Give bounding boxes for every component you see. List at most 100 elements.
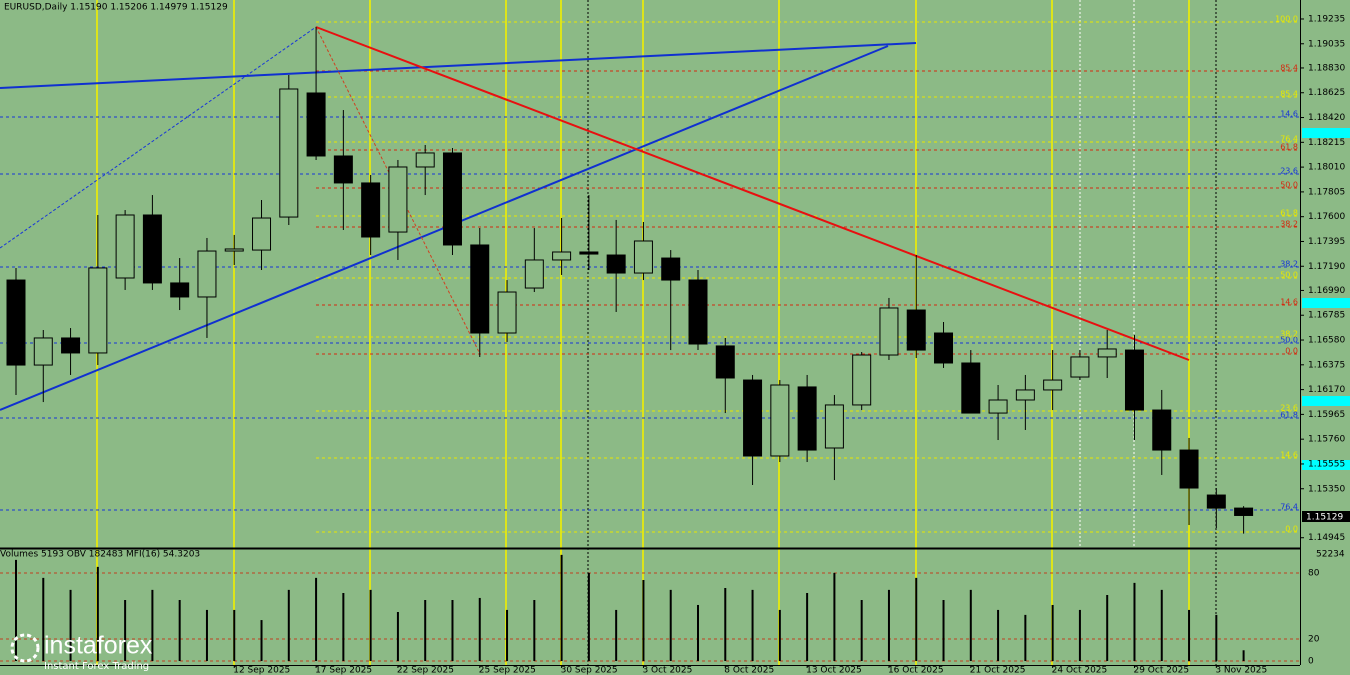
y-tick-label: 1.16580 [1308, 336, 1345, 346]
candle-body [442, 152, 462, 246]
candle-body [279, 88, 299, 218]
candle-body [1152, 409, 1172, 451]
candle-body [142, 214, 162, 284]
current-price: 1.15129 [1306, 513, 1343, 523]
candle-body [1124, 349, 1144, 411]
candle-body [6, 279, 26, 366]
x-tick-label: 8 Oct 2025 [724, 666, 774, 675]
candle-body [715, 345, 735, 379]
candles [6, 26, 1254, 534]
candle-body [606, 254, 626, 274]
y-tick-label: 1.18010 [1308, 163, 1345, 173]
candle-body [224, 248, 244, 252]
level-label: 38.2 [1280, 259, 1298, 268]
x-tick-label: 22 Sep 2025 [397, 666, 454, 675]
y-tick-label: 1.16375 [1308, 360, 1345, 370]
x-tick-label: 29 Oct 2025 [1133, 666, 1189, 675]
candle-body [1206, 494, 1226, 509]
current-price-box [1302, 511, 1350, 522]
level-label: 23.6 [1280, 404, 1298, 413]
y-tick-label: 1.18625 [1308, 88, 1345, 98]
candle-body [688, 279, 708, 345]
y-tick-label: 1.15965 [1308, 410, 1345, 420]
candle-body [306, 92, 326, 157]
price-markers [1302, 128, 1350, 470]
candle-body [1234, 507, 1254, 516]
candle-body [661, 257, 681, 281]
y-tick-label: 1.18830 [1308, 63, 1345, 73]
y-tick-label: 1.19235 [1308, 14, 1345, 24]
candle-body [61, 337, 81, 354]
x-tick-label: 24 Oct 2025 [1052, 666, 1108, 675]
volume-tick-label: 52234 [1316, 550, 1345, 560]
candle-body [633, 240, 653, 274]
x-tick-label: 13 Oct 2025 [806, 666, 862, 675]
level-label: 50.0 [1280, 336, 1298, 345]
x-tick-label: 12 Sep 2025 [233, 666, 290, 675]
y-tick-label: 1.14945 [1308, 533, 1345, 543]
level-label: 38.2 [1280, 219, 1298, 228]
y-tick-label: 1.16990 [1308, 286, 1345, 296]
candle-body [524, 259, 544, 289]
candle-body [1015, 389, 1035, 401]
x-tick-label: 17 Sep 2025 [315, 666, 372, 675]
level-label: 50.0 [1280, 181, 1298, 190]
y-tick-label: 1.19035 [1308, 39, 1345, 49]
level-label: 23.6 [1280, 167, 1298, 176]
logo-text: instaforex [44, 632, 153, 660]
candle-body [797, 386, 817, 451]
logo-subtitle: Instant Forex Trading [44, 661, 149, 672]
x-tick-label: 16 Oct 2025 [888, 666, 944, 675]
price-axis: 1.19235 1.19035 1.18830 1.18625 1.18420 1.182… [1300, 14, 1345, 543]
x-tick-label: 30 Sep 2025 [561, 666, 618, 675]
x-tick-label: 3 Oct 2025 [642, 666, 692, 675]
candle-body [88, 267, 108, 354]
y-tick-label: 1.15760 [1308, 435, 1345, 445]
x-tick-label: 3 Nov 2025 [1215, 666, 1267, 675]
level-label: 14.6 [1280, 297, 1298, 306]
y-tick-label: 1.17395 [1308, 237, 1345, 247]
logo: instaforex Instant Forex Trading [10, 632, 153, 672]
y-tick-label: 1.15350 [1308, 484, 1345, 494]
period-separators [96, 0, 1217, 665]
candle-body [361, 182, 381, 238]
chart-title: EURUSD,Daily 1.15190 1.15206 1.14979 1.1… [4, 3, 228, 13]
candle-body [906, 309, 926, 351]
candle-body [1070, 356, 1090, 378]
candle-body [988, 399, 1008, 414]
level-label: 14.6 [1280, 110, 1298, 119]
candle-body [824, 404, 844, 449]
level-label: 76.4 [1280, 503, 1298, 512]
candle-body [934, 332, 954, 364]
indicator-panel: 80 20 0 52234 [0, 550, 1345, 667]
candle-body [1179, 449, 1199, 489]
y-tick-label: 1.17600 [1308, 212, 1345, 222]
candle-body [552, 251, 572, 261]
x-tick-label: 21 Oct 2025 [970, 666, 1026, 675]
candle-body [252, 217, 272, 251]
candle-body [743, 379, 763, 457]
candle-body [852, 354, 872, 406]
level-label: 61.8 [1280, 411, 1298, 420]
candle-body [470, 244, 490, 334]
level-label: 0.0 [1285, 525, 1298, 534]
y-tick-label: 1.17190 [1308, 262, 1345, 272]
y-tick-label: 1.18420 [1308, 113, 1345, 123]
candle-body [961, 362, 981, 414]
candle-body [1043, 379, 1063, 391]
x-tick-label: 25 Sep 2025 [479, 666, 536, 675]
level-label: 61.8 [1280, 143, 1298, 152]
y2-tick-label: 20 [1308, 635, 1320, 645]
y-tick-label: 1.15555 [1308, 459, 1345, 469]
level-label: 85.4 [1280, 89, 1298, 98]
y2-tick-label: 0 [1308, 657, 1314, 667]
candle-body [770, 384, 790, 457]
y-tick-label: 1.18215 [1308, 138, 1345, 148]
level-label: 100.0 [1275, 15, 1298, 24]
candle-body [879, 307, 899, 356]
candle-body [1097, 348, 1117, 358]
candle-body [388, 166, 408, 233]
y2-tick-label: 80 [1308, 569, 1320, 579]
